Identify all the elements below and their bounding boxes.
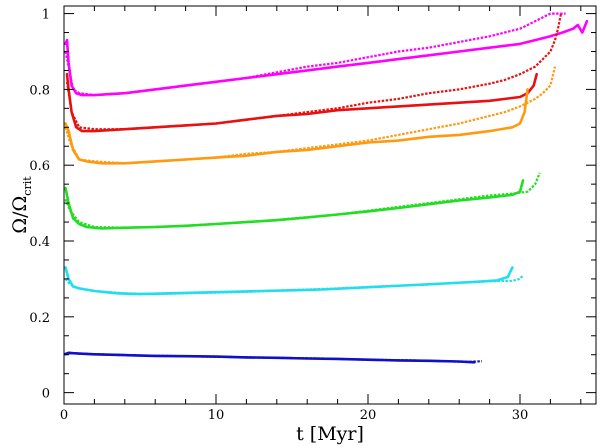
series-line-orange-solid [64,88,529,165]
series-line-green-solid [64,179,525,230]
y-axis-label-main: Ω/Ω [9,196,31,234]
y-tick-label: 0.2 [29,311,50,326]
y-axis-label: Ω/Ωcrit [9,176,34,234]
x-tick-label: 10 [208,408,225,423]
series-line-cyan-solid [64,266,514,296]
x-axis-label: t [Myr] [296,423,364,445]
x-tick-label: 30 [512,408,529,423]
tick-layer: 0 10 20 30 0 0.2 0.4 0.6 0.8 1 [29,6,596,423]
series-line-blue-dashed [65,352,483,363]
y-tick-label: 0.6 [29,159,50,174]
y-tick-label: 0 [42,387,50,402]
x-tick-label: 20 [360,408,377,423]
series-line-cyan-dashed [64,274,524,296]
series-line-magenta-solid [64,19,589,97]
series-line-magenta-dashed [64,12,566,97]
y-tick-label: 1 [42,8,50,23]
plot-frame [63,5,597,405]
y-tick-label: 0.4 [29,235,50,250]
series-layer [64,12,589,364]
x-tick-label: 0 [60,408,68,423]
series-line-green-dashed [64,172,541,229]
y-tick-label: 0.8 [29,83,50,98]
series-line-orange-dashed [64,66,557,165]
y-axis-label-subscript: crit [21,176,34,196]
series-line-red-dashed [65,13,563,131]
